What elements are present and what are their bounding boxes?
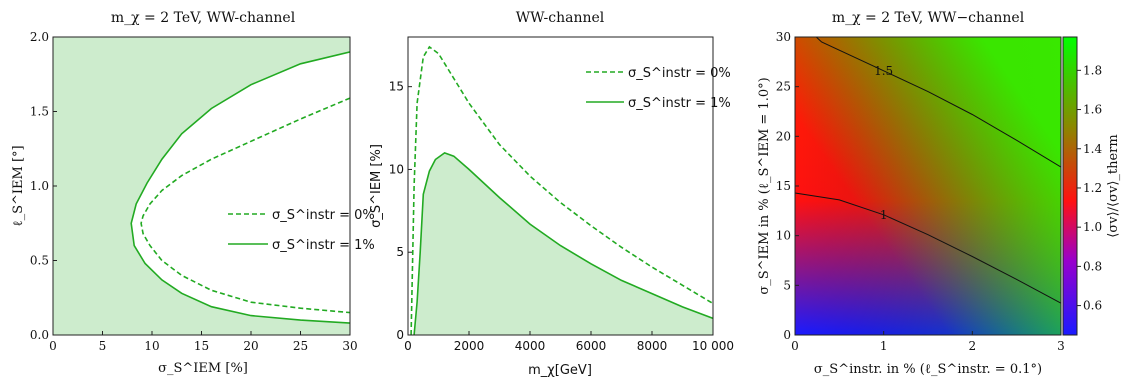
panel-2-legend: σ_S^instr = 0% σ_S^instr = 1% [586,66,731,111]
panel-1-title: m_χ = 2 TeV, WW-channel [111,10,296,26]
panel-1: m_χ = 2 TeV, WW-channel 0 5 10 15 20 25 30 0.0… [11,10,375,376]
panel-2-frame [407,36,714,336]
panel-1-xlabel: σ_S^IEM [%] [158,361,248,376]
panel-1-ylabel: ℓ_S^IEM [°] [11,145,26,226]
panel-3-title: m_χ = 2 TeV, WW−channel [832,10,1025,26]
panel-3-xtick-label: 1 [880,339,888,353]
panel-3-ytick-label: 30 [776,30,791,44]
panel-2-ytick-label: 5 [396,245,404,259]
panel-3-ytick-label: 20 [776,129,791,143]
panel-1-xtick-label: 0 [49,339,57,353]
panel-1-xtick-label: 30 [342,339,357,353]
panel-2-title: WW-channel [516,10,605,26]
panel-1-ytick-label: 1.5 [30,105,49,119]
panel-1-fill-region [53,37,350,335]
panel-1-series-0-line [140,97,350,314]
colorbar-tick-label: 0.6 [1083,299,1102,313]
panel-1-xtick-label: 10 [144,339,159,353]
panel-3-contour-1 [795,192,1061,304]
panel-2-fill-region [414,152,713,335]
panel-2-legend-label-0: σ_S^instr = 0% [628,66,731,81]
panel-2-ylabel: σ_S^IEM [%] [369,144,384,228]
panel-1-ytick-label: 2.0 [30,30,49,44]
heatmap-area: 1.51 [795,37,1061,335]
panel-3-contour-label-1: 1 [880,208,888,222]
panel-1-xtick-label: 15 [194,339,209,353]
panel-1-legend-label-0: σ_S^instr = 0% [272,208,375,223]
panel-2-legend-label-1: σ_S^instr = 1% [628,96,731,111]
panel-1-xtick-label: 5 [99,339,107,353]
colorbar-tick-label: 1.2 [1083,181,1102,195]
colorbar-tick-label: 1.8 [1083,63,1102,77]
panel-3-xtick-label: 3 [1057,339,1065,353]
panel-2: WW-channel 0 2000 4000 6000 8000 10 000 0 5 10 1… [369,10,734,378]
colorbar-tick-label: 1.4 [1083,142,1102,156]
panel-3-ytick-label: 15 [776,179,791,193]
colorbar-tick-label: 0.8 [1083,259,1102,273]
panel-2-xtick-label: 4000 [515,339,546,353]
panel-2-xtick-label: 10 000 [692,339,734,353]
panel-2-ytick-label: 10 [389,162,404,176]
panel-3-ylabel: σ_S^IEM in % (ℓ_S^IEM = 1.0°) [757,77,772,294]
panel-2-xlabel: m_χ[GeV] [528,363,592,378]
panel-2-xtick-label: 0 [404,339,412,353]
panel-3-xlabel: σ_S^instr. in % (ℓ_S^instr. = 0.1°) [814,362,1042,377]
colorbar [1062,36,1078,336]
panel-2-xtick-label: 2000 [454,339,485,353]
panel-3-ytick-label: 5 [783,278,791,292]
panel-3-contour-0 [815,37,1061,168]
panel-2-xtick-label: 6000 [576,339,607,353]
colorbar-tick-label: 1.6 [1083,103,1102,117]
panel-2-ytick-label: 15 [389,80,404,94]
panel-3-ytick-label: 25 [776,80,791,94]
colorbar-label: ⟨σv⟩/⟨σv⟩_therm [1106,134,1121,237]
panel-3-ytick-label: 10 [776,229,791,243]
panel-3-ytick-label: 0 [783,328,791,342]
panel-1-ytick-label: 0.0 [30,328,49,342]
panel-1-xtick-label: 25 [293,339,308,353]
panel-2-series-1-line [413,152,713,335]
panel-3-xtick-label: 0 [791,339,799,353]
panel-3-contour-label-0: 1.5 [874,64,893,78]
panel-2-ytick-label: 0 [396,328,404,342]
panel-3-xtick-label: 2 [969,339,977,353]
panel-1-legend: σ_S^instr = 0% σ_S^instr = 1% [228,208,375,253]
panel-2-xtick-label: 8000 [637,339,668,353]
panel-1-series-1-line [130,51,350,324]
colorbar-tick-label: 1.0 [1083,220,1102,234]
panel-2-series-0-line [410,45,713,335]
panel-1-ytick-label: 0.5 [30,254,49,268]
panel-1-legend-label-1: σ_S^instr = 1% [272,238,375,253]
panel-1-xtick-label: 20 [243,339,258,353]
panel-1-ytick-label: 1.0 [30,179,49,193]
